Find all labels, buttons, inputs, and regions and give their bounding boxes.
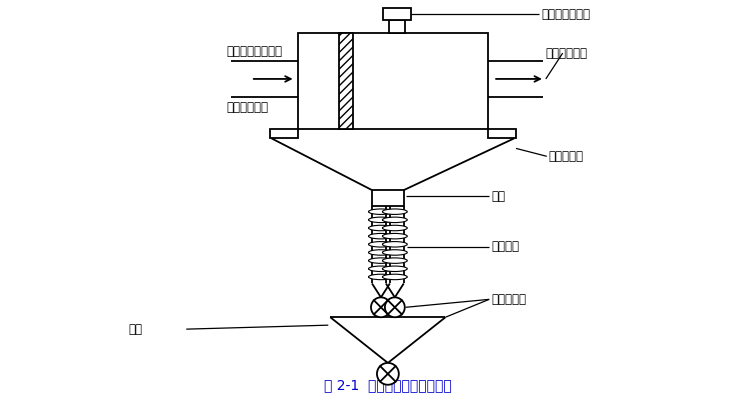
Text: 气体紧急放散口: 气体紧急放散口 — [542, 8, 591, 21]
Text: 水冷套管: 水冷套管 — [491, 240, 519, 253]
Ellipse shape — [368, 242, 393, 247]
Bar — [372, 190, 404, 206]
Bar — [339, 33, 353, 129]
Ellipse shape — [382, 225, 408, 231]
Circle shape — [371, 297, 391, 317]
Circle shape — [385, 297, 405, 317]
Ellipse shape — [368, 250, 393, 255]
Bar — [297, 33, 488, 129]
Text: 重力除尘挡墙: 重力除尘挡墙 — [226, 101, 268, 114]
Ellipse shape — [368, 266, 393, 271]
Ellipse shape — [368, 217, 393, 223]
Bar — [270, 129, 297, 138]
Ellipse shape — [382, 258, 408, 263]
Ellipse shape — [368, 258, 393, 263]
Text: 来自干熧炉的气体: 来自干熧炉的气体 — [226, 44, 282, 58]
Ellipse shape — [368, 233, 393, 239]
Ellipse shape — [382, 266, 408, 271]
Ellipse shape — [382, 274, 408, 279]
Text: 至锅炉的气体: 至锅炉的气体 — [546, 47, 588, 60]
Text: 灰仓: 灰仓 — [129, 323, 143, 336]
Ellipse shape — [382, 250, 408, 255]
Text: 灰斗: 灰斗 — [491, 190, 505, 202]
Ellipse shape — [382, 209, 408, 215]
Ellipse shape — [382, 233, 408, 239]
Bar — [389, 20, 405, 33]
Ellipse shape — [368, 209, 393, 215]
Text: 格式排灰阀: 格式排灰阀 — [491, 293, 526, 306]
Ellipse shape — [368, 274, 393, 279]
Ellipse shape — [382, 242, 408, 247]
Ellipse shape — [382, 217, 408, 223]
Ellipse shape — [368, 225, 393, 231]
Circle shape — [377, 363, 399, 385]
Text: 图 2-1  一次除尘器结构示意图: 图 2-1 一次除尘器结构示意图 — [324, 378, 452, 392]
Bar — [488, 129, 516, 138]
Text: 高温膨胀节: 高温膨胀节 — [549, 150, 584, 163]
Bar — [383, 8, 411, 20]
